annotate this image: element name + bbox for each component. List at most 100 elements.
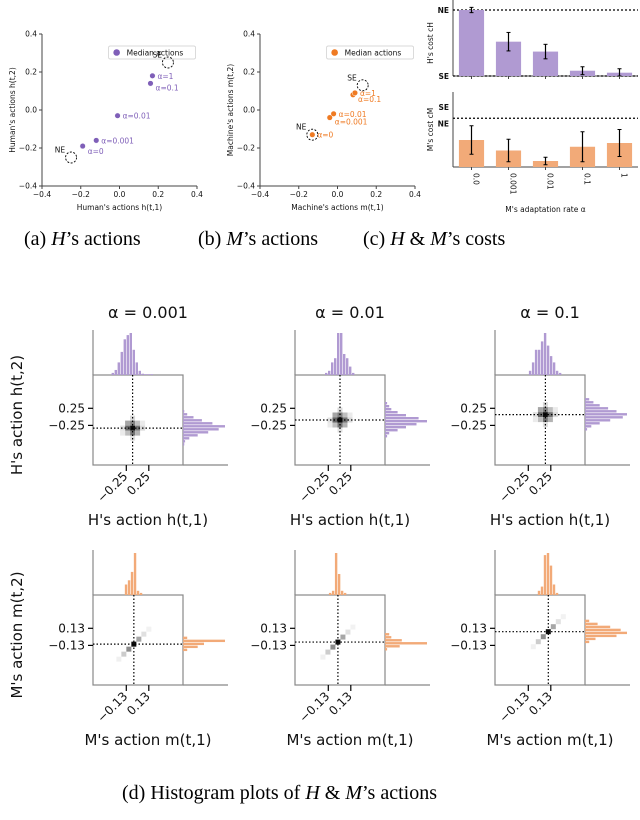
d-h-0-marginal-x-bar [114, 369, 117, 375]
b-y-tick-label: −0.4 [237, 182, 255, 191]
d-h-1-marginal-y-bar [385, 411, 398, 414]
d-h-0-heat-cell [120, 430, 126, 436]
a-x-tick-label: −0.2 [72, 190, 90, 199]
a-point [149, 72, 156, 79]
d-h-2-marginal-y-bar [585, 419, 611, 422]
d-m-2-heat-cell [535, 639, 541, 645]
d-h-0-marginal-x-bar [129, 333, 132, 375]
caption-c: (c) H & M’s costs [363, 228, 506, 250]
d-m-1-heat-cell [350, 624, 356, 630]
a-point-label: α=0.01 [123, 112, 151, 121]
d-h-2-x-axis-label: H's action h(t,1) [490, 511, 610, 529]
a-legend-marker [113, 49, 120, 56]
d-m-2-marginal-y-bar [585, 640, 590, 644]
d-h-1-marginal-x-bar [337, 333, 340, 375]
a-ref-se-label: SE [152, 51, 162, 60]
d-m-2-y-tick-label: −0.13 [450, 638, 487, 652]
d-h-1-marginal-x-bar [346, 358, 349, 375]
d-m-1-marginal-x-bar [334, 553, 338, 595]
b-y-tick-label: 0.2 [243, 68, 255, 77]
c-x-tick-label: 0.001 [509, 173, 518, 195]
d-m-0-heat-cell [136, 636, 142, 642]
a-x-tick-label: 0.4 [191, 190, 203, 199]
d-h-0-heat-cell [135, 430, 141, 436]
d-h-2-marginal-y-bar [585, 404, 600, 407]
d-h-1-marginal-y-bar [385, 435, 388, 438]
d-h-2-marginal-y-bar [585, 413, 627, 416]
d-h-0-y-axis-label: H's action h(t,2) [8, 355, 26, 475]
d-h-2-marginal-x-bar [531, 362, 535, 375]
b-point [309, 131, 316, 138]
d-m-2-marginal-x-bar [555, 592, 559, 595]
d-h-2-marginal-x-bar [540, 341, 544, 375]
b-ref-se-label: SE [347, 73, 357, 82]
d-h-2-heat-cell [542, 417, 548, 423]
d-m-1-marginal-y-bar [385, 648, 388, 651]
d-h-0-marginal-y-bar [183, 434, 198, 437]
c-x-tick-label: 0.1 [583, 173, 592, 185]
d-m-1-marginal-y-bar [385, 642, 427, 645]
d-m-2-x-axis-label: M's action m(t,1) [486, 731, 613, 749]
b-point [351, 89, 358, 96]
d-h-0-heat-cell [125, 420, 131, 426]
b-x-axis-label: Machine's actions m(t,1) [291, 203, 383, 212]
a-point-label: α=0.1 [156, 83, 179, 92]
d-m-1-marginal-y-bar [385, 636, 392, 639]
c-1-y-axis-label: M's cost cM [426, 108, 435, 151]
caption-d: (d) Histogram plots of H & M’s actions [122, 782, 437, 804]
a-point-label: α=0 [88, 147, 104, 156]
b-legend-marker [331, 49, 338, 56]
b-point-label: α=0 [317, 131, 333, 140]
d-h-1-marginal-y-bar [385, 420, 427, 423]
d-m-0-marginal-y-bar [183, 636, 188, 640]
d-h-1-heat-cell [332, 422, 338, 428]
d-m-0-marginal-y-bar [183, 648, 188, 652]
b-y-axis-label: Machine's actions m(t,2) [226, 64, 235, 156]
a-point-label: α=1 [157, 72, 173, 81]
d-h-2-marginal-x-bar [546, 345, 550, 375]
d-m-0-heat-cell [121, 651, 127, 657]
d-h-2-heat-cell [532, 417, 538, 423]
d-m-0-heat-cell [146, 626, 152, 632]
d-h-2-heat-cell [537, 412, 543, 418]
d-h-1-heat-cell [337, 417, 343, 423]
d-m-1-heat-cell [345, 629, 351, 635]
c-1-ref-label: NE [438, 119, 449, 128]
d-m-1-marginal-x-bar [343, 592, 347, 595]
d-m-0-marginal-y-bar [183, 639, 225, 643]
d-m-2-marginal-y-bar [585, 631, 627, 635]
d-h-1-marginal-x-bar [343, 354, 346, 375]
d-h-2-heat-cell [537, 417, 543, 423]
d-m-2-marginal-x-bar [546, 553, 550, 595]
c-0-bar [458, 10, 485, 76]
a-x-tick-label: 0.2 [152, 190, 164, 199]
c-0-y-axis-label: H's cost cH [426, 22, 435, 64]
d-h-0-marginal-x-bar [144, 374, 147, 375]
d-m-1-marginal-x-bar [340, 590, 344, 595]
b-x-tick-label: 0.2 [370, 190, 382, 199]
d-m-1-marginal-x-bar [337, 574, 341, 595]
d-m-2-marginal-y-bar [585, 622, 598, 626]
d-m-2-marginal-x-bar [543, 555, 547, 595]
d-h-0-heat-cell [125, 430, 131, 436]
a-x-tick-label: 0.0 [114, 190, 126, 199]
d-h-0-marginal-x-bar [150, 374, 153, 375]
c-x-tick-label: 0.01 [546, 173, 555, 190]
d-h-0-title: α = 0.001 [108, 303, 188, 322]
d-m-2-y-tick-label: 0.13 [460, 621, 487, 635]
b-point-label: α=0.01 [339, 110, 367, 119]
d-m-1-heat-cell [325, 649, 331, 655]
d-m-2-marginal-y-bar [585, 619, 590, 623]
a-y-axis-label: Human's actions h(t,2) [8, 67, 17, 153]
d-h-1-heat-cell [332, 412, 338, 418]
d-h-2-marginal-y-bar [585, 398, 590, 401]
b-ref-ne [306, 128, 319, 141]
b-point [330, 110, 337, 117]
d-m-1-marginal-y-bar [385, 639, 402, 642]
b-x-tick-label: −0.2 [290, 190, 308, 199]
d-h-0-heat-cell [135, 420, 141, 426]
d-m-2-marginal-y-bar [585, 634, 617, 638]
a-x-axis-label: Human's actions h(t,1) [77, 203, 163, 212]
d-h-0-heat-cell [130, 430, 136, 436]
d-h-1-marginal-x-bar [352, 372, 355, 375]
